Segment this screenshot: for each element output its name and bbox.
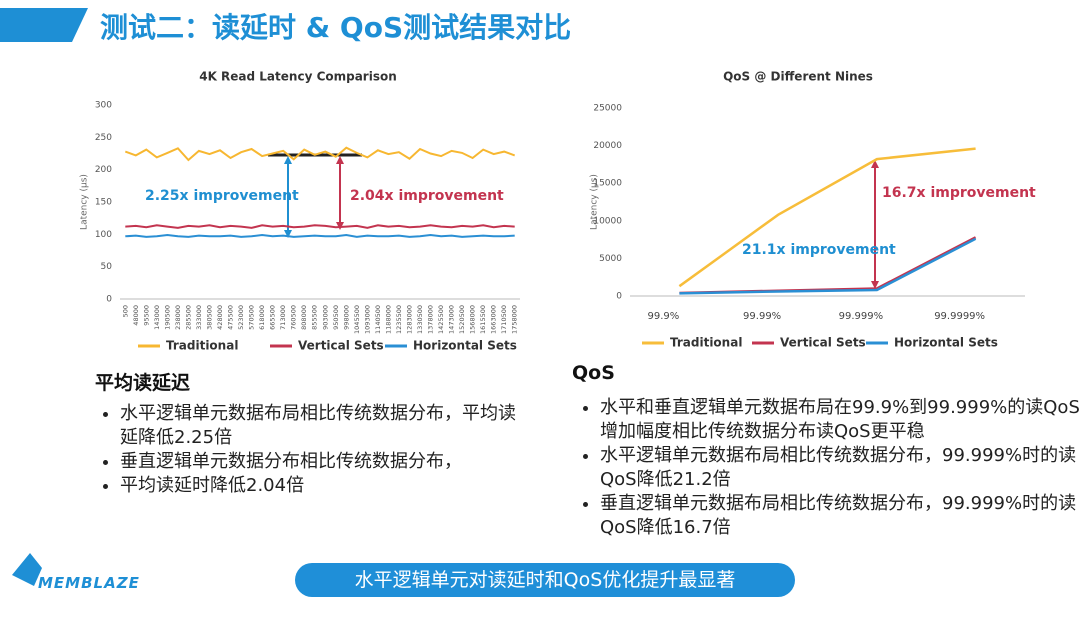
y-tick-label: 150 <box>95 198 112 208</box>
bullet-list: 水平和垂直逻辑单元数据布局在99.9%到99.999%的读QoS增加幅度相比传统… <box>576 396 1080 540</box>
x-tick-label: 1520500 <box>458 305 466 334</box>
x-tick-label: 760500 <box>290 305 298 330</box>
x-tick-label: 95500 <box>142 305 150 326</box>
x-tick-label: 428000 <box>216 305 224 330</box>
x-tick-label: 1140500 <box>374 305 382 334</box>
logo: MEMBLAZE <box>38 574 140 592</box>
x-tick-label: 238000 <box>174 305 182 330</box>
x-tick-label: 1283000 <box>405 305 413 334</box>
legend-label: Vertical Sets <box>298 339 384 353</box>
logo-mark <box>12 553 42 586</box>
bullet: 水平和垂直逻辑单元数据布局在99.9%到99.999%的读QoS增加幅度相比传统… <box>600 396 1080 444</box>
bullet: 垂直逻辑单元数据布局相比传统数据分布，99.999%时的读QoS降低16.7倍 <box>600 492 1080 540</box>
series-line <box>125 233 515 238</box>
bullet: 水平逻辑单元数据布局相比传统数据分布，平均读延降低2.25倍 <box>120 402 520 450</box>
y-tick-label: 20000 <box>593 141 622 151</box>
arrow-head <box>284 156 292 164</box>
x-tick-label: 1568000 <box>469 305 477 334</box>
x-tick-label: 1710500 <box>500 305 508 334</box>
x-tick-label: 1093000 <box>363 305 371 334</box>
y-axis-label: Latency (μs) <box>590 174 600 230</box>
x-tick-label: 285500 <box>184 305 192 330</box>
annotation: 21.1x improvement <box>742 242 896 258</box>
x-tick-label: 99.9999% <box>934 311 985 322</box>
series-line <box>678 147 976 288</box>
x-tick-label: 523000 <box>237 305 245 330</box>
x-tick-label: 475500 <box>227 305 235 330</box>
y-tick-label: 10000 <box>593 216 622 226</box>
arrow-head <box>871 160 879 168</box>
x-tick-label: 903000 <box>321 305 329 330</box>
x-tick-label: 1378000 <box>427 305 435 334</box>
legend-label: Traditional <box>166 339 238 353</box>
arrow-head <box>336 156 344 164</box>
x-tick-label: 665500 <box>269 305 277 330</box>
x-tick-label: 333000 <box>195 305 203 330</box>
x-tick-label: 143000 <box>153 305 161 330</box>
footer-banner: 水平逻辑单元对读延时和QoS优化提升最显著 <box>295 563 795 597</box>
annotation: 2.25x improvement <box>145 188 299 204</box>
x-tick-label: 99.999% <box>839 311 884 322</box>
section-heading: QoS <box>572 362 615 384</box>
y-tick-label: 0 <box>616 292 622 302</box>
x-tick-label: 1663000 <box>490 305 498 334</box>
x-tick-label: 618000 <box>258 305 266 330</box>
y-tick-label: 0 <box>106 295 112 305</box>
legend-label: Traditional <box>670 336 742 350</box>
section-heading: 平均读延迟 <box>95 372 191 394</box>
x-tick-label: 1045500 <box>353 305 361 334</box>
y-tick-label: 15000 <box>593 179 622 189</box>
series-line <box>679 237 977 295</box>
x-tick-label: 1473000 <box>448 305 456 334</box>
x-tick-label: 1758000 <box>511 305 519 334</box>
x-tick-label: 99.99% <box>743 311 781 322</box>
legend-label: Vertical Sets <box>780 336 866 350</box>
x-tick-label: 1615500 <box>479 305 487 334</box>
bullet: 垂直逻辑单元数据分布相比传统数据分布， <box>120 450 520 474</box>
x-tick-label: 48000 <box>132 305 140 326</box>
annotation: 16.7x improvement <box>882 185 1036 201</box>
x-tick-label: 950500 <box>332 305 340 330</box>
chart-title: QoS @ Different Nines <box>723 70 873 84</box>
y-tick-label: 50 <box>101 262 113 272</box>
y-tick-label: 25000 <box>593 104 622 114</box>
x-tick-label: 713000 <box>279 305 287 330</box>
y-tick-label: 300 <box>95 101 112 111</box>
y-tick-label: 250 <box>95 133 112 143</box>
series-line <box>124 146 516 162</box>
legend-label: Horizontal Sets <box>413 339 517 353</box>
x-tick-label: 998000 <box>342 305 350 330</box>
title-bar <box>0 8 88 42</box>
series-line <box>125 224 515 229</box>
x-tick-label: 1235500 <box>395 305 403 334</box>
x-tick-label: 99.9% <box>647 311 679 322</box>
x-tick-label: 380500 <box>205 305 213 330</box>
x-tick-label: 190500 <box>163 305 171 330</box>
x-tick-label: 1188000 <box>384 305 392 334</box>
y-tick-label: 5000 <box>599 254 622 264</box>
y-tick-label: 200 <box>95 165 112 175</box>
arrow-head <box>284 230 292 238</box>
y-axis-label: Latency (μs) <box>80 174 90 230</box>
arrow-head <box>871 281 879 289</box>
x-tick-label: 1330500 <box>416 305 424 334</box>
x-tick-label: 808000 <box>300 305 308 330</box>
slide-title: 测试二：读延时 & QoS测试结果对比 <box>100 11 572 44</box>
y-tick-label: 100 <box>95 230 112 240</box>
bullet-list: 水平逻辑单元数据布局相比传统数据分布，平均读延降低2.25倍垂直逻辑单元数据分布… <box>96 402 520 498</box>
chart-title: 4K Read Latency Comparison <box>199 70 397 84</box>
legend-label: Horizontal Sets <box>894 336 998 350</box>
x-tick-label: 570500 <box>248 305 256 330</box>
x-tick-label: 1425500 <box>437 305 445 334</box>
bullet: 水平逻辑单元数据布局相比传统数据分布，99.999%时的读QoS降低21.2倍 <box>600 444 1080 492</box>
annotation: 2.04x improvement <box>350 188 504 204</box>
x-tick-label: 855500 <box>311 305 319 330</box>
x-tick-label: 500 <box>121 305 129 317</box>
bullet: 平均读延时降低2.04倍 <box>120 474 520 498</box>
